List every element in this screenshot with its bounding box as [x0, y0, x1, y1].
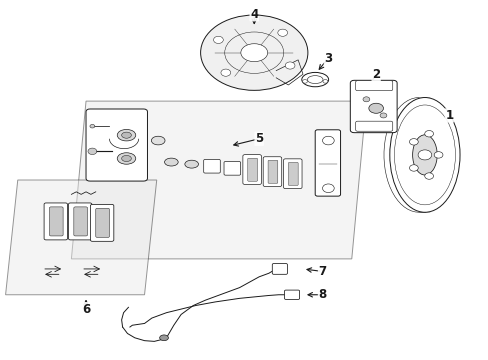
- FancyBboxPatch shape: [224, 162, 240, 175]
- Circle shape: [322, 184, 333, 193]
- Circle shape: [88, 148, 97, 154]
- FancyBboxPatch shape: [90, 204, 114, 241]
- FancyBboxPatch shape: [267, 160, 277, 183]
- Circle shape: [302, 80, 307, 83]
- Ellipse shape: [368, 103, 383, 113]
- Ellipse shape: [412, 135, 436, 175]
- Circle shape: [424, 173, 433, 179]
- Ellipse shape: [117, 153, 136, 164]
- FancyBboxPatch shape: [315, 130, 340, 196]
- Ellipse shape: [164, 158, 178, 166]
- Text: 1: 1: [444, 109, 452, 122]
- Ellipse shape: [307, 76, 323, 84]
- Ellipse shape: [301, 72, 328, 87]
- Ellipse shape: [159, 335, 168, 341]
- Circle shape: [408, 139, 417, 145]
- FancyBboxPatch shape: [284, 290, 299, 300]
- Circle shape: [322, 136, 333, 145]
- FancyBboxPatch shape: [355, 81, 392, 91]
- Circle shape: [90, 125, 95, 128]
- Ellipse shape: [122, 156, 131, 162]
- FancyBboxPatch shape: [247, 158, 257, 181]
- Ellipse shape: [122, 132, 131, 138]
- FancyBboxPatch shape: [355, 121, 392, 131]
- FancyBboxPatch shape: [96, 208, 109, 237]
- FancyBboxPatch shape: [288, 162, 298, 185]
- Circle shape: [277, 29, 287, 36]
- Ellipse shape: [389, 98, 459, 212]
- FancyBboxPatch shape: [263, 157, 281, 186]
- Circle shape: [433, 152, 442, 158]
- Polygon shape: [5, 180, 157, 295]
- Text: 3: 3: [324, 51, 332, 64]
- Text: 4: 4: [250, 8, 258, 21]
- Circle shape: [417, 150, 431, 160]
- Text: 2: 2: [371, 68, 380, 81]
- FancyBboxPatch shape: [203, 159, 220, 173]
- Circle shape: [285, 62, 294, 69]
- FancyBboxPatch shape: [243, 155, 261, 184]
- Circle shape: [379, 113, 386, 118]
- Ellipse shape: [200, 15, 307, 90]
- Text: 7: 7: [318, 265, 326, 278]
- FancyBboxPatch shape: [74, 207, 87, 236]
- Ellipse shape: [151, 136, 164, 145]
- FancyBboxPatch shape: [349, 80, 396, 133]
- Ellipse shape: [241, 44, 267, 62]
- Text: 8: 8: [318, 288, 326, 301]
- Ellipse shape: [117, 130, 136, 141]
- Circle shape: [221, 69, 230, 76]
- Circle shape: [424, 131, 433, 137]
- FancyBboxPatch shape: [49, 207, 63, 236]
- Circle shape: [213, 36, 223, 44]
- FancyBboxPatch shape: [272, 264, 287, 274]
- FancyBboxPatch shape: [68, 203, 92, 240]
- Polygon shape: [71, 101, 366, 259]
- FancyBboxPatch shape: [86, 109, 147, 181]
- FancyBboxPatch shape: [283, 159, 302, 189]
- Text: 5: 5: [254, 132, 263, 145]
- Ellipse shape: [184, 160, 198, 168]
- Text: 6: 6: [81, 303, 90, 316]
- Circle shape: [408, 165, 417, 171]
- Circle shape: [362, 97, 369, 102]
- Circle shape: [322, 80, 327, 83]
- FancyBboxPatch shape: [44, 203, 67, 240]
